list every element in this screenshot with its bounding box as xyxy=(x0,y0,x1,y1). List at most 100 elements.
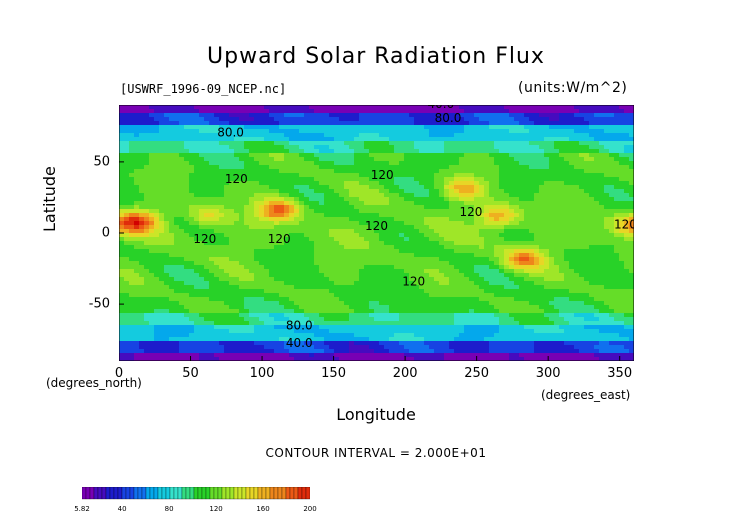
heatmap-cell xyxy=(419,201,425,206)
heatmap-cell xyxy=(349,129,355,134)
heatmap-cell xyxy=(519,125,525,130)
heatmap-cell xyxy=(244,173,250,178)
heatmap-cell xyxy=(219,149,225,154)
heatmap-cell xyxy=(259,257,265,262)
heatmap-cell xyxy=(589,145,595,150)
heatmap-cell xyxy=(554,209,560,214)
heatmap-cell xyxy=(484,217,490,222)
heatmap-cell xyxy=(309,249,315,254)
heatmap-cell xyxy=(144,117,150,122)
heatmap-cell xyxy=(329,181,335,186)
heatmap-cell xyxy=(314,237,320,242)
heatmap-cell xyxy=(324,225,330,230)
heatmap-cell xyxy=(569,129,575,134)
heatmap-cell xyxy=(329,109,335,114)
heatmap-cell xyxy=(204,117,210,122)
heatmap-cell xyxy=(219,161,225,166)
heatmap-cell xyxy=(484,141,490,146)
heatmap-cell xyxy=(479,281,485,286)
heatmap-cell xyxy=(169,105,175,110)
heatmap-cell xyxy=(409,109,415,114)
heatmap-cell xyxy=(469,217,475,222)
heatmap-cell xyxy=(624,245,630,250)
heatmap-cell xyxy=(339,257,345,262)
heatmap-cell xyxy=(454,153,460,158)
heatmap-cell xyxy=(219,257,225,262)
heatmap-cell xyxy=(189,285,195,290)
heatmap-cell xyxy=(419,109,425,114)
heatmap-cell xyxy=(259,225,265,230)
heatmap-cell xyxy=(449,153,455,158)
heatmap-cell xyxy=(284,273,290,278)
heatmap-cell xyxy=(574,205,580,210)
heatmap-cell xyxy=(574,273,580,278)
heatmap-cell xyxy=(204,209,210,214)
heatmap-cell xyxy=(369,181,375,186)
heatmap-cell xyxy=(359,165,365,170)
heatmap-cell xyxy=(219,261,225,266)
heatmap-cell xyxy=(159,137,165,142)
heatmap-cell xyxy=(179,157,185,162)
heatmap-cell xyxy=(624,269,630,274)
heatmap-cell xyxy=(324,105,330,110)
heatmap-cell xyxy=(374,133,380,138)
heatmap-cell xyxy=(399,257,405,262)
heatmap-cell xyxy=(344,177,350,182)
heatmap-cell xyxy=(194,189,200,194)
heatmap-cell xyxy=(454,229,460,234)
heatmap-cell xyxy=(239,221,245,226)
heatmap-cell xyxy=(354,153,360,158)
heatmap-cell xyxy=(594,253,600,258)
heatmap-cell xyxy=(464,269,470,274)
heatmap-cell xyxy=(344,221,350,226)
heatmap-cell xyxy=(389,113,395,118)
heatmap-cell xyxy=(299,121,305,126)
heatmap-cell xyxy=(494,201,500,206)
heatmap-cell xyxy=(364,113,370,118)
heatmap-cell xyxy=(569,285,575,290)
heatmap-cell xyxy=(614,117,620,122)
heatmap-cell xyxy=(464,181,470,186)
heatmap-cell xyxy=(554,257,560,262)
heatmap-cell xyxy=(369,105,375,110)
heatmap-cell xyxy=(494,213,500,218)
heatmap-cell xyxy=(494,177,500,182)
heatmap-cell xyxy=(409,269,415,274)
heatmap-cell xyxy=(384,145,390,150)
heatmap-cell xyxy=(364,161,370,166)
heatmap-cell xyxy=(489,129,495,134)
heatmap-cell xyxy=(249,197,255,202)
heatmap-cell xyxy=(464,169,470,174)
heatmap-cell xyxy=(464,145,470,150)
heatmap-cell xyxy=(124,253,130,258)
heatmap-cell xyxy=(309,277,315,282)
heatmap-cell xyxy=(474,273,480,278)
heatmap-cell xyxy=(249,241,255,246)
heatmap-cell xyxy=(404,205,410,210)
heatmap-cell xyxy=(439,153,445,158)
heatmap-cell xyxy=(354,197,360,202)
heatmap-cell xyxy=(509,241,515,246)
heatmap-cell xyxy=(354,237,360,242)
heatmap-cell xyxy=(579,265,585,270)
heatmap-cell xyxy=(374,137,380,142)
heatmap-cell xyxy=(559,265,565,270)
heatmap-cell xyxy=(609,281,615,286)
heatmap-cell xyxy=(264,201,270,206)
heatmap-cell xyxy=(564,133,570,138)
heatmap-cell xyxy=(299,241,305,246)
heatmap-cell xyxy=(154,193,160,198)
heatmap-cell xyxy=(564,249,570,254)
heatmap-cell xyxy=(329,233,335,238)
heatmap-cell xyxy=(609,233,615,238)
heatmap-cell xyxy=(349,121,355,126)
heatmap-cell xyxy=(394,113,400,118)
heatmap-cell xyxy=(144,237,150,242)
heatmap-cell xyxy=(199,265,205,270)
heatmap-cell xyxy=(439,189,445,194)
heatmap-cell xyxy=(284,237,290,242)
heatmap-cell xyxy=(604,149,610,154)
heatmap-cell xyxy=(174,261,180,266)
heatmap-cell xyxy=(614,145,620,150)
heatmap-cell xyxy=(159,289,165,294)
